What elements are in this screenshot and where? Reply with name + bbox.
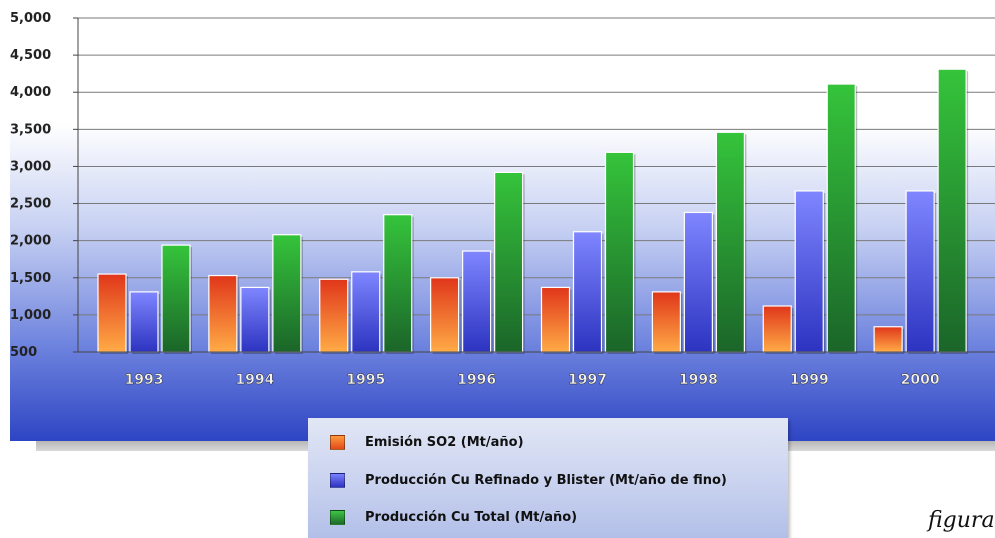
bar-so2-1996	[430, 277, 460, 353]
x-tick-label-1999: 1999	[790, 372, 829, 388]
x-tick-label-1995: 1995	[346, 372, 385, 388]
bar-cu-refinado-1998	[683, 211, 713, 353]
bar-so2-1994	[208, 274, 238, 353]
bar-cu-refinado-2000	[905, 190, 935, 353]
bar-so2-2000	[873, 326, 903, 353]
bar-so2-1997	[540, 286, 571, 353]
bar-so2-1995	[319, 278, 349, 353]
x-tick-label-2000: 2000	[901, 372, 940, 388]
bar-cu-refinado-1993	[129, 291, 159, 353]
legend-item-so2: Emisión SO2 (Mt/año)	[330, 432, 524, 452]
y-tick-label: 3,500	[10, 122, 51, 137]
legend: Emisión SO2 (Mt/año) Producción Cu Refin…	[308, 418, 788, 538]
bar-so2-1993	[97, 273, 127, 353]
y-tick-label: 4,000	[10, 85, 51, 100]
x-tick-label-1993: 1993	[125, 372, 164, 388]
y-tick-label: 4,500	[10, 48, 51, 63]
bar-cu-refinado-1995	[351, 271, 381, 353]
legend-swatch-cu-total	[330, 509, 345, 525]
y-tick-label: 1,000	[10, 308, 51, 323]
y-tick-label: 500	[10, 345, 37, 360]
bar-cu-refinado-1997	[572, 231, 603, 353]
legend-label-cu-total: Producción Cu Total (Mt/año)	[365, 509, 578, 525]
bar-cu-total-1995	[383, 214, 413, 353]
legend-swatch-cu-refinado	[330, 472, 345, 488]
bar-cu-total-1994	[272, 234, 302, 353]
legend-item-cu-refinado: Producción Cu Refinado y Blister (Mt/año…	[330, 470, 727, 490]
bar-cu-total-1999	[826, 83, 856, 353]
bar-cu-refinado-1999	[794, 190, 824, 353]
bar-chart: 500 1,000 1,500 2,000 2,500 3,000 3,500 4,000 4,…	[10, 0, 995, 441]
x-tick-label-1997: 1997	[568, 372, 607, 388]
bar-cu-total-1996	[494, 171, 524, 353]
legend-swatch-so2	[330, 434, 345, 450]
bar-cu-total-1997	[604, 151, 635, 353]
x-tick-label-1998: 1998	[679, 372, 718, 388]
bar-cu-refinado-1994	[240, 286, 270, 353]
bar-cu-total-2000	[937, 68, 967, 353]
x-tick-label-1996: 1996	[457, 372, 496, 388]
y-tick-label: 2,500	[10, 197, 51, 212]
bar-cu-refinado-1996	[462, 250, 492, 353]
figure-caption: figura 2	[928, 508, 995, 533]
bar-cu-total-1993	[161, 244, 191, 353]
y-tick-label: 5,000	[10, 11, 51, 26]
bar-cu-total-1998	[715, 131, 745, 353]
y-tick-label: 3,000	[10, 159, 51, 174]
legend-item-cu-total: Producción Cu Total (Mt/año)	[330, 507, 577, 527]
bar-so2-1998	[651, 291, 681, 353]
legend-label-so2: Emisión SO2 (Mt/año)	[365, 434, 524, 450]
y-tick-label: 2,000	[10, 234, 51, 249]
y-tick-label: 1,500	[10, 271, 51, 286]
bar-so2-1999	[762, 305, 792, 353]
x-tick-label-1994: 1994	[235, 372, 274, 388]
legend-label-cu-refinado: Producción Cu Refinado y Blister (Mt/año…	[365, 472, 727, 488]
chart-frame: 500 1,000 1,500 2,000 2,500 3,000 3,500 4,000 4,…	[10, 0, 995, 441]
